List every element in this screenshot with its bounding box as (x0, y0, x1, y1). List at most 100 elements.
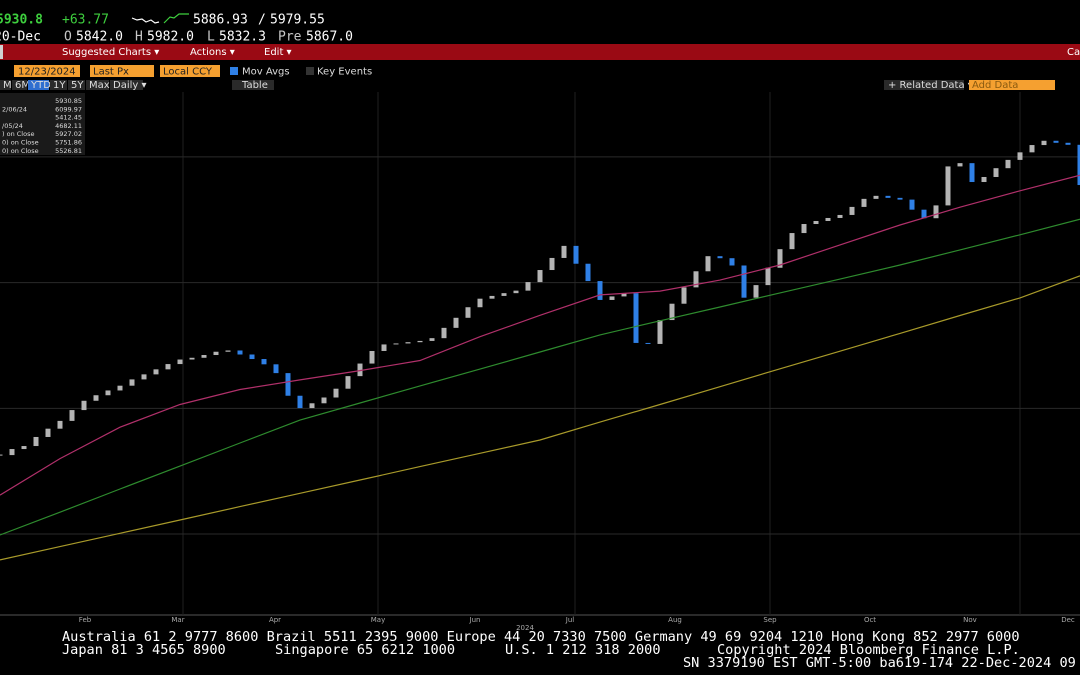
checkbox[interactable] (306, 67, 314, 75)
candle (0, 454, 3, 456)
field-select[interactable] (90, 65, 154, 77)
month-label: Jul (565, 616, 575, 624)
legend-value: 5526.81 (55, 147, 82, 155)
low-label: L (207, 30, 215, 45)
candle (141, 374, 147, 380)
chart: Feb Mar Apr May Jun Jul Aug Sep Oct Nov Dec 2024 (0, 92, 1080, 632)
period-button[interactable] (12, 80, 27, 90)
candle (777, 249, 783, 268)
period-text[interactable]: 5Y (71, 80, 84, 91)
period-text[interactable]: 6M (15, 80, 30, 91)
footer-us: U.S. 1 212 318 2000 (505, 642, 661, 658)
month-label: May (371, 616, 385, 624)
candle (525, 282, 531, 291)
candle (369, 350, 375, 364)
moving-average (0, 218, 1080, 536)
period-text[interactable]: 1Y (53, 80, 66, 91)
legend-label: 0) on Close (2, 147, 39, 155)
candle (909, 199, 915, 210)
open-label: O (64, 30, 72, 45)
candle (1017, 152, 1023, 160)
candle (165, 364, 171, 370)
low: 5832.3 (219, 30, 266, 45)
related-button[interactable] (884, 80, 964, 90)
candle (309, 403, 315, 409)
candle (57, 420, 63, 429)
moving-average (0, 174, 1080, 496)
key-events[interactable]: Key Events (317, 67, 372, 78)
candle (225, 350, 231, 352)
menu-stub (0, 45, 3, 59)
period-button[interactable] (110, 80, 143, 90)
pre-label: Pre (278, 30, 302, 45)
candle (501, 293, 507, 296)
candle (693, 271, 699, 288)
currency-select-text[interactable]: Local CCY (163, 67, 213, 78)
candle (789, 233, 795, 250)
candle (657, 320, 663, 344)
candle (573, 245, 579, 264)
period-button[interactable] (0, 80, 11, 90)
candle (1065, 142, 1071, 145)
date-field-text[interactable]: 12/23/2024 (18, 67, 76, 78)
candle (837, 214, 843, 218)
period-text[interactable]: Daily ▾ (113, 80, 147, 91)
table-button[interactable] (232, 80, 274, 90)
candle (741, 265, 747, 298)
menu-item[interactable]: Ca (1067, 47, 1080, 58)
candle (729, 258, 735, 266)
candle (549, 257, 555, 271)
period-bar: M 6M YTD 1Y 5Y Max Daily ▾ (0, 80, 147, 91)
date-field[interactable] (14, 65, 80, 77)
candle (117, 385, 123, 391)
mov-avgs[interactable]: Mov Avgs (242, 67, 290, 78)
month-label: Jun (469, 616, 481, 624)
pre: 5867.0 (306, 30, 353, 45)
footer-line: Australia 61 2 9777 8600 Brazil 5511 239… (62, 629, 1020, 645)
candle (93, 395, 99, 401)
related-text[interactable]: + Related Data ▾ (888, 80, 973, 91)
candle (441, 327, 447, 339)
table-text[interactable]: Table (241, 80, 268, 91)
candle (849, 206, 855, 215)
period-button[interactable] (86, 80, 109, 90)
candle (933, 205, 939, 219)
period-button[interactable] (68, 80, 85, 90)
candle (633, 293, 639, 343)
candle (261, 359, 267, 365)
legend-value: 4682.11 (55, 122, 82, 130)
period-text[interactable]: Max (89, 80, 110, 91)
menu-item[interactable]: Actions ▾ (190, 47, 235, 58)
period-text[interactable]: YTD (30, 80, 51, 91)
candle (393, 343, 399, 345)
checkbox[interactable] (230, 67, 238, 75)
candle (669, 303, 675, 321)
add-data-field[interactable] (969, 80, 1055, 90)
period-button[interactable] (50, 80, 67, 90)
field-select-text[interactable]: Last Px (93, 67, 129, 78)
sparkline (163, 13, 189, 24)
candle (273, 364, 279, 374)
period-text[interactable]: M (3, 80, 12, 91)
legend-value: 5927.02 (55, 130, 82, 138)
month-label: Dec (1061, 616, 1075, 624)
currency-select[interactable] (160, 65, 220, 77)
candle (621, 293, 627, 297)
legend-label: ) on Close (2, 130, 34, 138)
period-button[interactable] (28, 80, 49, 90)
candle (297, 395, 303, 409)
menu-item[interactable]: Suggested Charts ▾ (62, 47, 159, 58)
candle (237, 350, 243, 355)
high: 5982.0 (147, 30, 194, 45)
month-label: Aug (668, 616, 682, 624)
candle (489, 295, 495, 299)
menu-item[interactable]: Edit ▾ (264, 47, 292, 58)
candle (681, 287, 687, 304)
open: 5842.0 (76, 30, 123, 45)
legend-label: 0) on Close (2, 139, 39, 147)
legend-label: 2/06/24 (2, 105, 27, 113)
candle (993, 168, 999, 177)
candle (705, 256, 711, 272)
add-data-text[interactable]: Add Data (972, 80, 1018, 91)
candle (33, 436, 39, 447)
